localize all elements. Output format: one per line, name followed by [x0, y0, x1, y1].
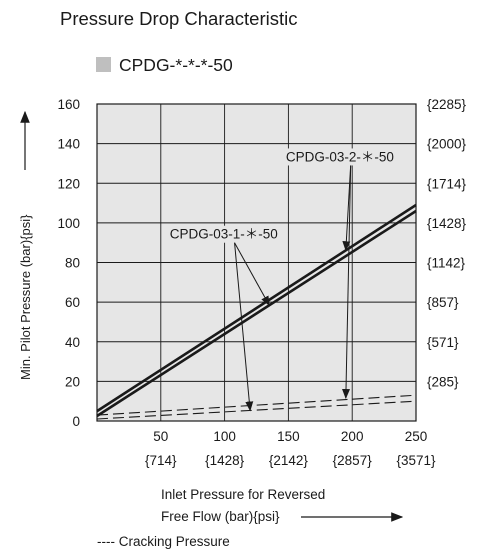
y-tick-label-psi: {571}	[427, 335, 459, 350]
series-annotation-label: CPDG-03-1-＊-50	[170, 227, 278, 242]
pilot-pressure-line	[96, 203, 417, 413]
x-tick-label-psi: {3571}	[396, 453, 436, 468]
annotation-leader-line	[234, 242, 270, 307]
y-tick-label-psi: {285}	[427, 374, 459, 389]
legend-label: CPDG-*-*-*-50	[119, 55, 233, 75]
series-annotation-label: CPDG-03-2-＊-50	[286, 149, 394, 164]
legend-swatch	[96, 57, 111, 72]
y-tick-label: 20	[65, 374, 80, 389]
annotation-leader-line	[234, 242, 254, 412]
y-tick-label-psi: {857}	[427, 295, 459, 310]
x-tick-label-psi: {1428}	[205, 453, 245, 468]
cracking-pressure-line	[96, 394, 417, 416]
x-tick-label: 50	[153, 429, 168, 444]
x-axis-title-line2: Free Flow (bar){psi}	[161, 509, 280, 524]
annotation-leader-line	[342, 165, 352, 252]
y-tick-label-psi: {2000}	[427, 137, 467, 152]
y-tick-label-psi: {1714}	[427, 176, 467, 191]
x-tick-label: 100	[213, 429, 236, 444]
y-tick-label: 40	[65, 335, 80, 350]
x-tick-label-psi: {2857}	[333, 453, 373, 468]
x-tick-label: 150	[277, 429, 300, 444]
annotation-leader-line	[342, 165, 352, 400]
y-tick-label: 0	[72, 414, 80, 429]
y-tick-label: 160	[57, 97, 80, 112]
y-tick-label-psi: {1428}	[427, 216, 467, 231]
x-tick-label-psi: {2142}	[269, 453, 309, 468]
y-tick-label: 60	[65, 295, 80, 310]
y-tick-label: 140	[57, 137, 80, 152]
y-axis-title: Min. Pilot Pressure (bar){psi}	[18, 214, 33, 380]
annotations: CPDG-03-2-＊-50 CPDG-03-1-＊-50	[166, 148, 397, 412]
x-axis: 50 {714} 100 {1428} 150 {2142} 200 {2857} 250 {35…	[145, 429, 436, 468]
y-axis-right: {285} {571} {857} {1142} {1428} {1714} {2000} {…	[427, 97, 467, 389]
y-tick-label-psi: {2285}	[427, 97, 467, 112]
annotation-label-bg	[166, 225, 281, 243]
x-axis-title-line1: Inlet Pressure for Reversed	[161, 487, 325, 502]
chart-title: Pressure Drop Characteristic	[60, 8, 298, 29]
x-tick-label: 250	[405, 429, 428, 444]
cracking-pressure-line	[96, 400, 417, 420]
y-tick-label: 80	[65, 256, 80, 271]
pilot-pressure-line	[96, 209, 417, 418]
x-tick-label-psi: {714}	[145, 453, 177, 468]
series	[96, 203, 417, 420]
x-tick-label: 200	[341, 429, 364, 444]
y-tick-label: 120	[57, 176, 80, 191]
cracking-pressure-legend: ---- Cracking Pressure	[97, 534, 230, 549]
y-tick-label: 100	[57, 216, 80, 231]
y-axis-left: 0 20 40 60 80 100 120 140 160	[57, 97, 80, 429]
annotation-label-bg	[282, 148, 397, 166]
y-tick-label-psi: {1142}	[427, 256, 466, 271]
